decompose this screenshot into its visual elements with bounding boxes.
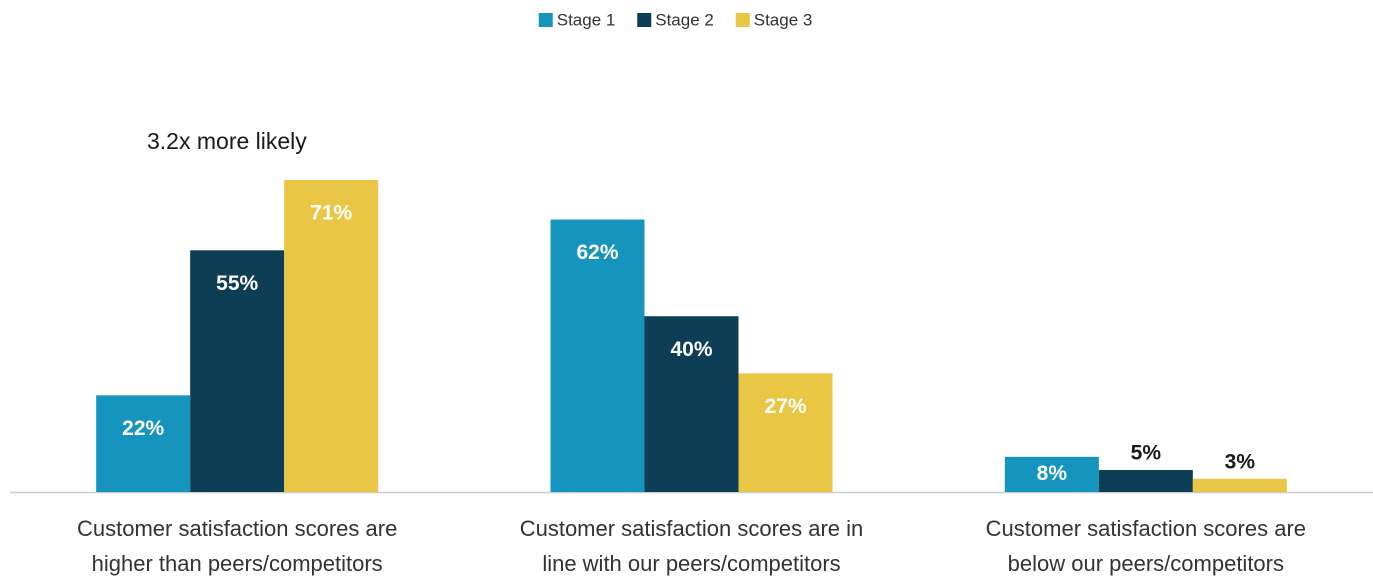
value-label: 27% <box>764 395 806 418</box>
bar <box>1098 470 1193 492</box>
value-label: 40% <box>670 338 712 361</box>
bar <box>738 373 833 492</box>
value-label: 55% <box>216 272 258 295</box>
x-tick-label: line with our peers/competitors <box>542 551 840 576</box>
legend-swatch <box>735 13 750 27</box>
legend-label: Stage 2 <box>655 10 714 29</box>
x-tick-label: Customer satisfaction scores are in <box>520 516 864 541</box>
value-label: 8% <box>1037 462 1068 485</box>
value-label: 71% <box>310 202 352 225</box>
bar <box>96 395 191 492</box>
x-tick-label: Customer satisfaction scores are <box>986 516 1306 541</box>
legend-swatch <box>637 13 652 27</box>
bar <box>190 250 285 492</box>
legend-swatch <box>538 13 553 27</box>
bar <box>550 219 645 492</box>
value-label: 62% <box>576 241 618 264</box>
bar <box>644 316 739 492</box>
value-label: 3% <box>1225 450 1256 473</box>
legend-label: Stage 1 <box>557 10 616 29</box>
bar <box>1004 456 1099 492</box>
value-label: 5% <box>1131 442 1162 465</box>
x-tick-label: below our peers/competitors <box>1008 551 1284 576</box>
bar <box>1192 478 1287 492</box>
x-tick-label: Customer satisfaction scores are <box>77 516 397 541</box>
value-label: 22% <box>122 417 164 440</box>
x-tick-label: higher than peers/competitors <box>92 551 383 576</box>
annotation: 3.2x more likely <box>147 128 307 154</box>
bar <box>284 180 379 492</box>
legend-label: Stage 3 <box>754 10 813 29</box>
